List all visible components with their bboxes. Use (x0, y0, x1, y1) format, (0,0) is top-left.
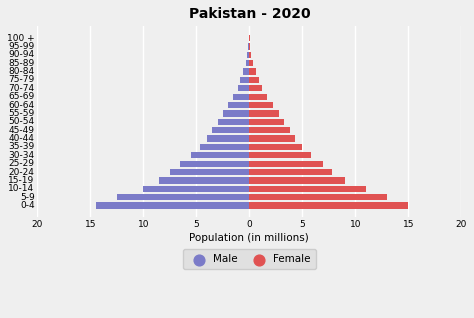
Bar (191, 152, 249, 158)
Bar (143, 186, 249, 192)
X-axis label: Population (in millions): Population (in millions) (190, 233, 309, 243)
Bar (218, 119, 249, 125)
Bar (249, 135, 295, 142)
Bar (249, 186, 366, 192)
Bar (207, 135, 249, 142)
Bar (117, 194, 249, 200)
Bar (249, 93, 267, 100)
Bar (240, 77, 249, 83)
Bar (96, 202, 249, 209)
Bar (247, 52, 249, 58)
Bar (249, 52, 252, 58)
Bar (237, 85, 249, 92)
Bar (249, 144, 302, 150)
Bar (249, 169, 332, 175)
Bar (249, 194, 387, 200)
Bar (200, 144, 249, 150)
Bar (181, 161, 249, 167)
Bar (248, 43, 249, 50)
Bar (249, 119, 284, 125)
Bar (249, 85, 262, 92)
Bar (159, 177, 249, 183)
Bar (249, 77, 259, 83)
Bar (249, 177, 345, 183)
Bar (249, 161, 322, 167)
Bar (249, 110, 279, 117)
Bar (249, 35, 250, 41)
Bar (249, 152, 311, 158)
Bar (249, 60, 253, 66)
Bar (249, 202, 409, 209)
Title: Pakistan - 2020: Pakistan - 2020 (189, 7, 310, 21)
Bar (234, 93, 249, 100)
Legend: Male, Female: Male, Female (183, 249, 316, 269)
Bar (243, 68, 249, 75)
Bar (246, 60, 249, 66)
Bar (228, 102, 249, 108)
Bar (212, 127, 249, 133)
Bar (170, 169, 249, 175)
Bar (249, 127, 290, 133)
Bar (223, 110, 249, 117)
Bar (249, 43, 250, 50)
Bar (249, 102, 273, 108)
Bar (249, 68, 256, 75)
